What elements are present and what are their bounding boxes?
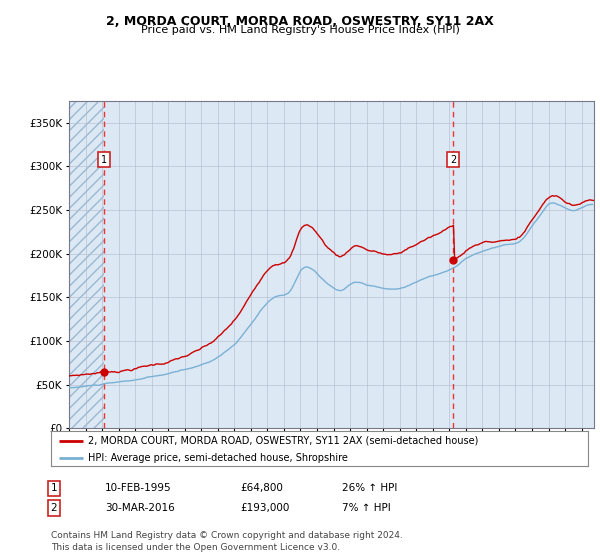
Text: 1: 1 bbox=[50, 483, 58, 493]
Text: £193,000: £193,000 bbox=[240, 503, 289, 513]
Text: 30-MAR-2016: 30-MAR-2016 bbox=[105, 503, 175, 513]
Text: 26% ↑ HPI: 26% ↑ HPI bbox=[342, 483, 397, 493]
Text: 2: 2 bbox=[450, 155, 457, 165]
Text: 2: 2 bbox=[50, 503, 58, 513]
Text: 7% ↑ HPI: 7% ↑ HPI bbox=[342, 503, 391, 513]
Text: 10-FEB-1995: 10-FEB-1995 bbox=[105, 483, 172, 493]
Polygon shape bbox=[69, 101, 104, 428]
Text: Contains HM Land Registry data © Crown copyright and database right 2024.
This d: Contains HM Land Registry data © Crown c… bbox=[51, 531, 403, 552]
Text: 1: 1 bbox=[101, 155, 107, 165]
Text: Price paid vs. HM Land Registry's House Price Index (HPI): Price paid vs. HM Land Registry's House … bbox=[140, 25, 460, 35]
Text: £64,800: £64,800 bbox=[240, 483, 283, 493]
Text: 2, MORDA COURT, MORDA ROAD, OSWESTRY, SY11 2AX: 2, MORDA COURT, MORDA ROAD, OSWESTRY, SY… bbox=[106, 15, 494, 27]
Text: HPI: Average price, semi-detached house, Shropshire: HPI: Average price, semi-detached house,… bbox=[88, 453, 347, 463]
Text: 2, MORDA COURT, MORDA ROAD, OSWESTRY, SY11 2AX (semi-detached house): 2, MORDA COURT, MORDA ROAD, OSWESTRY, SY… bbox=[88, 436, 478, 446]
